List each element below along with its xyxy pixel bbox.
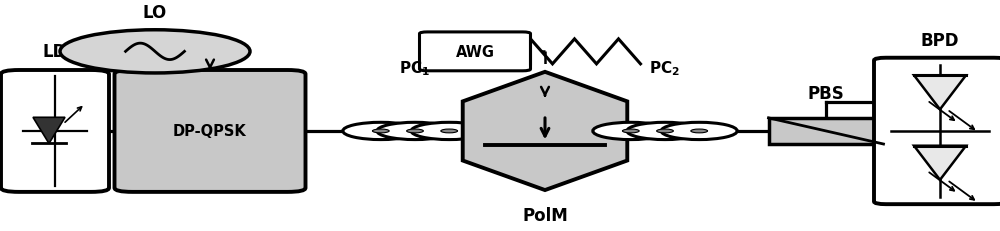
FancyBboxPatch shape <box>1 71 109 192</box>
Circle shape <box>627 123 703 140</box>
Polygon shape <box>914 146 966 180</box>
FancyBboxPatch shape <box>420 33 530 71</box>
Circle shape <box>407 130 423 133</box>
Text: BPD: BPD <box>921 32 959 50</box>
Circle shape <box>60 31 250 74</box>
Text: LO: LO <box>143 4 167 21</box>
FancyBboxPatch shape <box>114 71 306 192</box>
Circle shape <box>411 123 487 140</box>
Circle shape <box>441 130 458 133</box>
Circle shape <box>377 123 453 140</box>
Circle shape <box>661 123 737 140</box>
FancyBboxPatch shape <box>874 58 1000 204</box>
Circle shape <box>593 123 669 140</box>
Text: $\mathbf{PC_1}$: $\mathbf{PC_1}$ <box>399 59 431 77</box>
Text: LD: LD <box>43 43 67 61</box>
Circle shape <box>372 130 389 133</box>
Text: $\mathbf{PC_2}$: $\mathbf{PC_2}$ <box>649 59 681 77</box>
Text: AWG: AWG <box>456 45 494 60</box>
Circle shape <box>343 123 419 140</box>
Text: PBS: PBS <box>808 85 844 103</box>
Circle shape <box>691 130 708 133</box>
Polygon shape <box>914 76 966 110</box>
Polygon shape <box>33 118 65 144</box>
Circle shape <box>657 130 673 133</box>
Polygon shape <box>463 73 627 190</box>
Circle shape <box>622 130 639 133</box>
Text: DP-QPSK: DP-QPSK <box>173 124 247 139</box>
Bar <box>768 118 884 144</box>
Text: PolM: PolM <box>522 206 568 224</box>
